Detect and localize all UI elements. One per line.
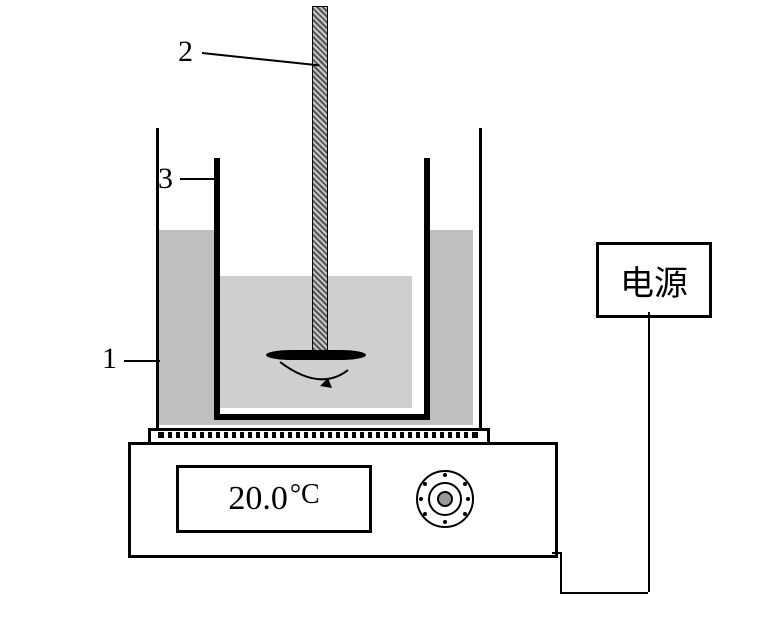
callout-2: 2 (178, 35, 193, 69)
callout-1: 1 (102, 342, 117, 376)
knob-tick-icon (423, 512, 427, 516)
callout-3-lead (180, 178, 216, 180)
knob-tick-icon (463, 482, 467, 486)
callout-1-lead (124, 360, 160, 362)
callout-2-lead (202, 52, 320, 66)
wire (560, 592, 648, 594)
callout-3: 3 (158, 162, 173, 196)
knob-tick-icon (419, 497, 423, 501)
knob-tick-icon (443, 473, 447, 477)
knob-tick-icon (423, 482, 427, 486)
power-supply: 电源 (596, 242, 712, 318)
temperature-display: 20.0 °C (176, 465, 372, 533)
rotation-arrow-icon (270, 356, 370, 396)
knob-tick-icon (463, 512, 467, 516)
knob-tick-icon (466, 497, 470, 501)
temperature-value: 20.0 (228, 480, 288, 518)
knob-tick-icon (443, 520, 447, 524)
temperature-unit: °C (290, 479, 320, 511)
control-knob (416, 470, 474, 528)
power-supply-label: 电源 (620, 256, 688, 305)
diagram-canvas: 20.0 °C 电源 1 2 3 (0, 0, 784, 637)
stirring-rod (312, 6, 328, 356)
wire (552, 552, 560, 554)
wire (560, 552, 562, 592)
control-knob-center (437, 491, 453, 507)
wire (648, 312, 650, 592)
heater-coil-strip (158, 432, 478, 438)
